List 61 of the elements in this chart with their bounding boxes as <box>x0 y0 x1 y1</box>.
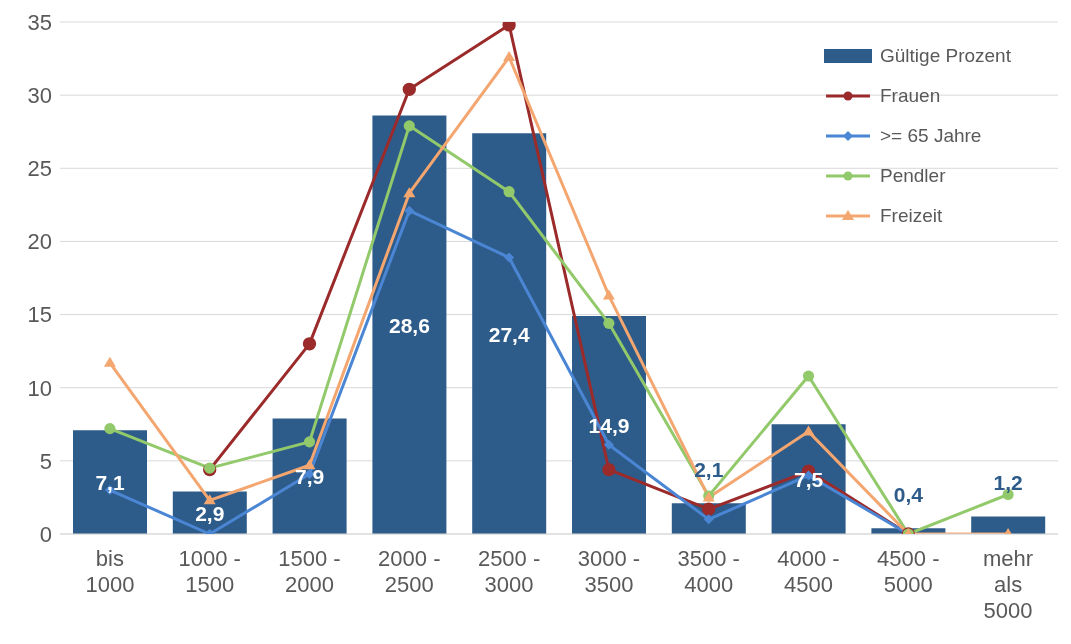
point <box>403 120 415 132</box>
point <box>504 252 515 263</box>
y-tick-label: 20 <box>27 229 52 255</box>
data-label: 2,9 <box>195 501 225 525</box>
point <box>503 51 516 62</box>
legend-label: Gültige Prozent <box>880 45 1011 67</box>
bar <box>272 418 347 534</box>
x-tick-label: 3000 - 3500 <box>577 546 641 597</box>
data-label: 1,2 <box>993 471 1023 495</box>
bar <box>971 516 1046 534</box>
legend-label: Freizeit <box>880 205 943 227</box>
point <box>104 423 116 435</box>
point <box>303 436 316 448</box>
point <box>402 82 416 96</box>
y-tick-label: 25 <box>27 156 52 182</box>
bar <box>771 424 846 534</box>
point <box>302 337 317 351</box>
x-tick-label: 3500 - 4000 <box>677 546 740 597</box>
y-tick-label: 15 <box>27 302 52 328</box>
x-tick-label: 4500 - 5000 <box>877 546 940 597</box>
point <box>602 462 616 477</box>
data-label: 27,4 <box>488 322 530 346</box>
point <box>703 514 714 525</box>
point <box>802 370 815 382</box>
point <box>603 317 615 329</box>
y-tick-label: 0 <box>39 521 52 547</box>
point <box>802 425 815 436</box>
x-tick-label: 1500 - 2000 <box>278 546 341 597</box>
y-tick-label: 30 <box>27 82 52 108</box>
y-tick-label: 5 <box>39 448 52 474</box>
legend-label: Frauen <box>880 85 941 107</box>
data-label: 7,1 <box>95 471 125 495</box>
point <box>403 187 416 198</box>
x-tick-label: mehr als 5000 <box>983 546 1034 623</box>
legend-label: Pendler <box>880 165 946 187</box>
y-tick-label: 10 <box>27 375 52 401</box>
point <box>404 205 415 216</box>
y-tick-label: 35 <box>27 9 52 35</box>
point <box>103 356 116 367</box>
point <box>603 439 614 450</box>
data-label: 7,5 <box>794 468 824 492</box>
x-tick-label: 2500 - 3000 <box>477 546 541 597</box>
bar <box>572 316 646 534</box>
x-tick-label: 1000 - 1500 <box>178 546 241 597</box>
bar <box>73 430 147 534</box>
bar <box>472 133 547 534</box>
point <box>303 459 316 470</box>
data-label: 7,9 <box>295 465 325 489</box>
data-label: 0,4 <box>893 483 924 507</box>
point <box>503 186 515 198</box>
point <box>602 289 615 300</box>
legend-label: >= 65 Jahre <box>880 125 982 147</box>
point <box>203 494 216 505</box>
data-label: 28,6 <box>388 313 430 337</box>
x-tick-label: 2000 - 2500 <box>378 546 441 597</box>
data-label: 14,9 <box>588 414 630 438</box>
x-tick-label: 4000 - 4500 <box>777 546 840 597</box>
bar <box>372 115 447 534</box>
x-tick-label: bis 1000 <box>85 546 135 597</box>
point <box>702 502 716 516</box>
data-label: 2,1 <box>694 458 724 482</box>
